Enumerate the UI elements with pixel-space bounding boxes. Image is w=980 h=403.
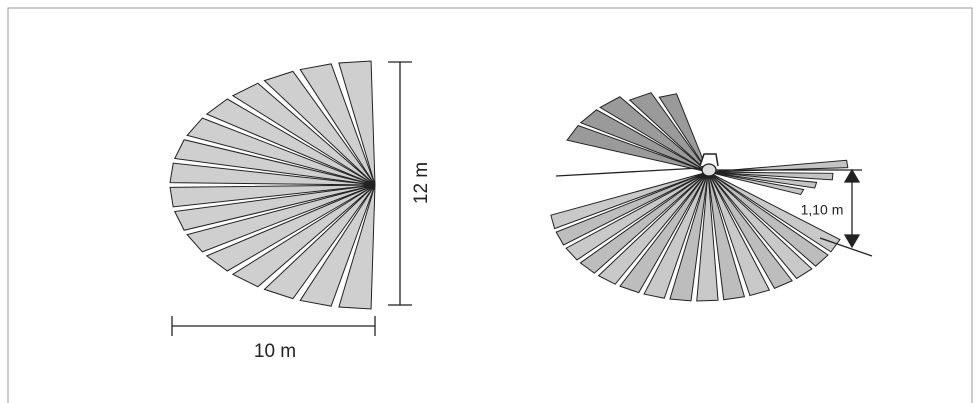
detection-zone <box>186 117 376 186</box>
detection-zone <box>231 184 376 288</box>
right-fan <box>550 92 849 302</box>
detection-zone <box>555 171 709 246</box>
detection-zone <box>628 92 709 173</box>
detection-zone <box>565 171 709 261</box>
reference-line <box>555 167 701 177</box>
detection-zone <box>173 184 376 231</box>
detection-zone <box>186 184 376 253</box>
detection-zone <box>619 171 709 294</box>
detection-zone <box>338 60 376 186</box>
frame <box>7 7 973 403</box>
detection-zone <box>696 171 719 302</box>
width-dimension <box>171 316 376 336</box>
detection-zone <box>643 171 709 299</box>
detection-zone <box>707 171 746 301</box>
detection-zone <box>299 63 376 186</box>
detection-zone <box>658 93 709 173</box>
detection-zone <box>579 171 709 274</box>
ground-line <box>819 237 873 257</box>
detection-zone <box>599 96 709 173</box>
detection-zone <box>579 109 709 173</box>
detection-zone <box>597 171 709 285</box>
detection-zone <box>707 171 841 253</box>
detection-zone <box>707 171 813 280</box>
width-label: 10 m <box>254 341 296 362</box>
detection-zone <box>299 184 376 307</box>
detection-zone <box>707 171 771 297</box>
detection-zone <box>338 184 376 310</box>
detection-zone <box>707 171 829 267</box>
detection-zone <box>205 98 376 186</box>
detection-zone <box>707 171 805 196</box>
detection-zone <box>669 171 709 302</box>
mount-dimension <box>555 167 873 257</box>
detection-zone <box>566 124 709 173</box>
detection-zone <box>707 171 818 189</box>
detection-zone <box>263 184 376 300</box>
detection-zone <box>169 162 376 186</box>
detection-zone <box>173 139 376 186</box>
detection-zone <box>263 70 376 186</box>
detection-zone <box>231 82 376 186</box>
detection-zone <box>707 171 793 289</box>
left-fan <box>169 60 376 310</box>
detection-zone <box>169 184 376 208</box>
detection-zone <box>205 184 376 272</box>
height-dimension <box>388 61 412 306</box>
arrow-heads <box>843 168 861 249</box>
detection-zone <box>550 171 709 230</box>
height-label: 12 m <box>411 162 432 204</box>
detector <box>699 153 719 177</box>
mount-height-label: 1,10 m <box>801 202 844 218</box>
detection-zone <box>707 171 834 181</box>
